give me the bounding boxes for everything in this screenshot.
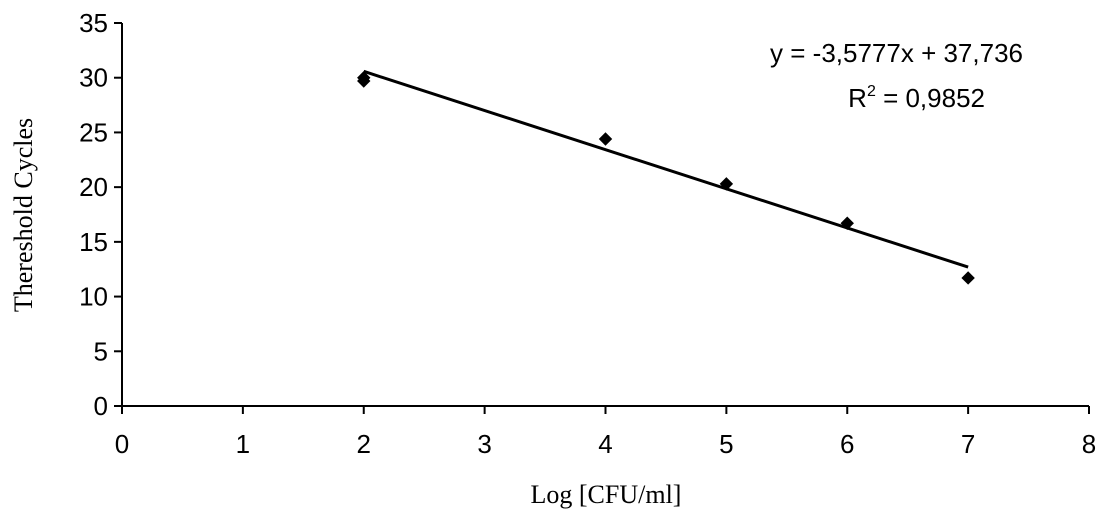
equation-label: y = -3,5777x + 37,736 bbox=[770, 38, 1023, 68]
x-tick-label: 8 bbox=[1082, 429, 1096, 459]
y-tick-label: 10 bbox=[79, 282, 108, 312]
y-tick-label: 35 bbox=[79, 8, 108, 38]
r-squared-label: R2 = 0,9852 bbox=[848, 83, 985, 113]
y-axis-ticks: 0 5 10 15 20 25 30 35 bbox=[79, 8, 122, 421]
x-tick-label: 2 bbox=[357, 429, 371, 459]
x-axis-ticks: 0 1 2 3 4 5 6 7 8 bbox=[115, 406, 1096, 459]
y-tick-label: 30 bbox=[79, 63, 108, 93]
x-axis-title: Log [CFU/ml] bbox=[531, 480, 682, 509]
x-tick-label: 3 bbox=[477, 429, 491, 459]
x-tick-label: 0 bbox=[115, 429, 129, 459]
x-tick-label: 4 bbox=[598, 429, 612, 459]
r-squared-exponent: 2 bbox=[867, 83, 876, 100]
data-points bbox=[357, 71, 975, 285]
y-tick-label: 5 bbox=[94, 336, 108, 366]
data-point bbox=[357, 71, 371, 85]
y-tick-label: 25 bbox=[79, 117, 108, 147]
x-tick-label: 7 bbox=[961, 429, 975, 459]
data-point bbox=[961, 271, 975, 285]
trendline bbox=[363, 69, 969, 269]
r-squared-value: = 0,9852 bbox=[876, 83, 985, 113]
data-point bbox=[598, 132, 613, 146]
data-point bbox=[840, 216, 854, 230]
y-axis-title: Thereshold Cycles bbox=[9, 118, 38, 312]
r-squared-letter: R bbox=[848, 83, 867, 113]
y-tick-label: 20 bbox=[79, 172, 108, 202]
data-point bbox=[719, 177, 734, 191]
x-tick-label: 6 bbox=[840, 429, 854, 459]
y-tick-label: 0 bbox=[94, 391, 108, 421]
x-tick-label: 5 bbox=[719, 429, 733, 459]
y-tick-label: 15 bbox=[79, 227, 108, 257]
x-tick-label: 1 bbox=[236, 429, 250, 459]
trendline-group bbox=[363, 69, 969, 269]
